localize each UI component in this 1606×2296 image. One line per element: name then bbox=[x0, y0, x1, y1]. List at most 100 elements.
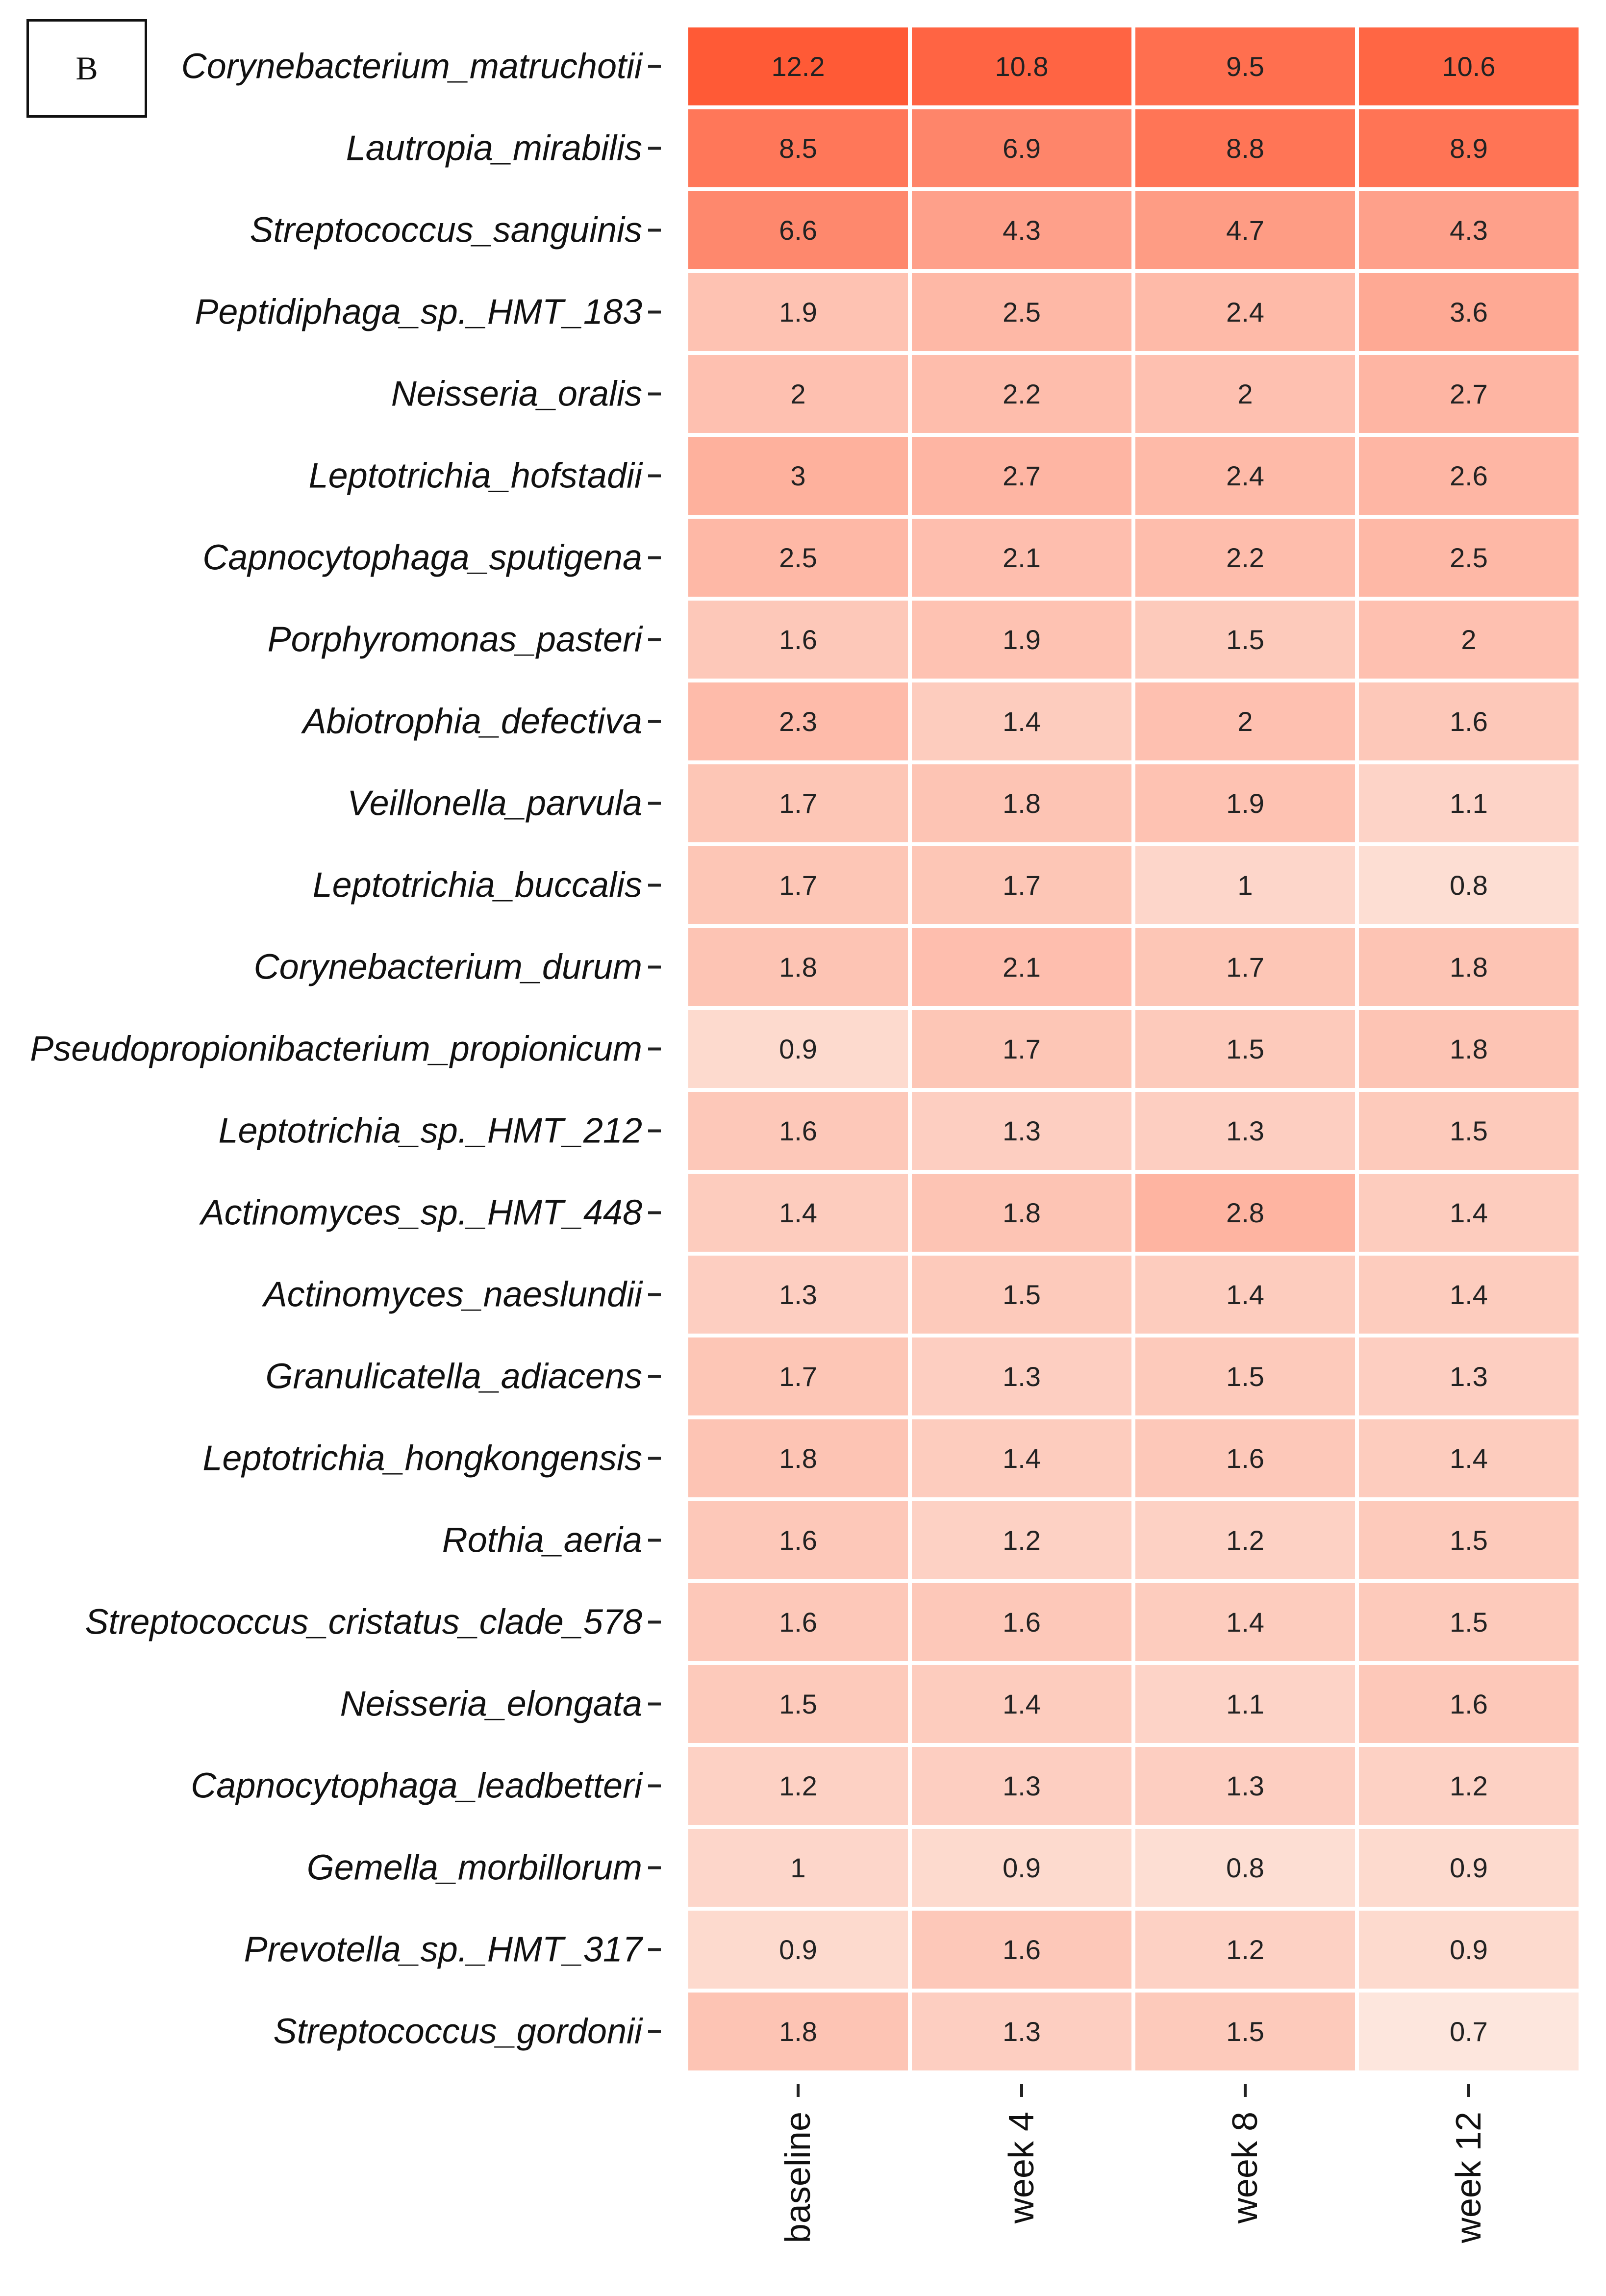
cell-value-label: 2 bbox=[790, 378, 805, 409]
row-label: Streptococcus_sanguinis bbox=[250, 211, 642, 250]
heatmap-cell bbox=[912, 928, 1131, 1006]
row-label: Abiotrophia_defectiva bbox=[301, 702, 642, 741]
cell-value-label: 1.6 bbox=[779, 1115, 817, 1146]
row-label: Corynebacterium_durum bbox=[254, 948, 642, 987]
heatmap-cell bbox=[912, 764, 1131, 842]
cell-value-label: 1.4 bbox=[1003, 1443, 1041, 1474]
cell-value-label: 1.4 bbox=[1226, 1607, 1264, 1638]
cell-value-label: 2 bbox=[1237, 378, 1253, 409]
cell-value-label: 1.6 bbox=[1226, 1443, 1264, 1474]
cell-value-label: 2.5 bbox=[779, 542, 817, 573]
row-label: Actinomyces_sp._HMT_448 bbox=[199, 1193, 642, 1233]
heatmap-cell bbox=[1359, 764, 1579, 842]
cell-value-label: 1.3 bbox=[1003, 1115, 1041, 1146]
heatmap-cell bbox=[912, 355, 1131, 433]
heatmap-cell bbox=[688, 1747, 908, 1825]
heatmap-cell bbox=[1135, 601, 1355, 679]
cell-value-label: 1.3 bbox=[1226, 1770, 1264, 1801]
heatmap-cell bbox=[1135, 1501, 1355, 1579]
row-label: Leptotrichia_hongkongensis bbox=[202, 1439, 642, 1478]
cell-value-label: 1.4 bbox=[1003, 1689, 1041, 1719]
heatmap-cell bbox=[688, 519, 908, 597]
cell-value-label: 8.8 bbox=[1226, 133, 1264, 164]
cell-value-label: 12.2 bbox=[772, 51, 825, 82]
cell-value-label: 1.1 bbox=[1450, 788, 1488, 819]
cell-value-label: 2.3 bbox=[779, 706, 817, 737]
cell-value-label: 1.5 bbox=[1450, 1525, 1488, 1556]
heatmap-cell bbox=[688, 191, 908, 269]
row-labels: Corynebacterium_matruchotii Lautropia_mir… bbox=[30, 47, 661, 2051]
cell-value-label: 2.7 bbox=[1450, 378, 1488, 409]
heatmap-cell bbox=[1359, 1911, 1579, 1989]
heatmap-cell bbox=[688, 1419, 908, 1497]
heatmap-cell bbox=[912, 437, 1131, 515]
heatmap-cell bbox=[688, 1337, 908, 1415]
heatmap-cell bbox=[688, 1174, 908, 1252]
heatmap-cell bbox=[688, 928, 908, 1006]
heatmap-cell bbox=[688, 846, 908, 924]
row-label: Granulicatella_adiacens bbox=[266, 1357, 642, 1396]
column-labels: baseline week 4 week 8 week 12 bbox=[778, 2084, 1488, 2244]
cell-value-label: 0.9 bbox=[1003, 1852, 1041, 1883]
heatmap-cell bbox=[688, 1256, 908, 1334]
cell-value-label: 3.6 bbox=[1450, 297, 1488, 328]
cell-value-label: 6.9 bbox=[1003, 133, 1041, 164]
heatmap-cell bbox=[688, 273, 908, 351]
cell-value-label: 1.7 bbox=[1226, 952, 1264, 983]
cell-value-label: 1 bbox=[790, 1852, 805, 1883]
cell-value-label: 1.4 bbox=[1450, 1279, 1488, 1310]
heatmap-cell bbox=[1135, 1583, 1355, 1661]
heatmap-cell bbox=[688, 437, 908, 515]
cell-value-label: 1.6 bbox=[1003, 1934, 1041, 1965]
cell-value-label: 2.6 bbox=[1450, 460, 1488, 491]
heatmap-cell bbox=[912, 519, 1131, 597]
heatmap-cell bbox=[1359, 682, 1579, 760]
heatmap-cell bbox=[1359, 1665, 1579, 1743]
cell-value-label: 2.1 bbox=[1003, 952, 1041, 983]
heatmap-cell bbox=[1135, 1337, 1355, 1415]
cell-value-label: 8.9 bbox=[1450, 133, 1488, 164]
panel-label: B bbox=[75, 50, 98, 87]
heatmap-cell bbox=[1135, 191, 1355, 269]
cell-value-label: 2.4 bbox=[1226, 297, 1264, 328]
heatmap-cell bbox=[1135, 1829, 1355, 1907]
heatmap-cell bbox=[1135, 1419, 1355, 1497]
cell-value-label: 1.2 bbox=[1003, 1525, 1041, 1556]
cell-value-label: 2.4 bbox=[1226, 460, 1264, 491]
heatmap-cell bbox=[1135, 1665, 1355, 1743]
heatmap-cell bbox=[688, 1829, 908, 1907]
row-label: Lautropia_mirabilis bbox=[346, 129, 642, 168]
cell-value-label: 0.7 bbox=[1450, 2016, 1488, 2047]
heatmap-cell bbox=[912, 601, 1131, 679]
cell-value-label: 1.7 bbox=[779, 1361, 817, 1392]
heatmap-cell bbox=[1359, 191, 1579, 269]
cell-value-label: 1.8 bbox=[779, 1443, 817, 1474]
heatmap-cell bbox=[1359, 1010, 1579, 1088]
heatmap-cell bbox=[1135, 1174, 1355, 1252]
cell-value-label: 2 bbox=[1461, 624, 1476, 655]
heatmap-cell bbox=[1359, 928, 1579, 1006]
cell-value-label: 2.2 bbox=[1003, 378, 1041, 409]
column-label: week 8 bbox=[1226, 2112, 1265, 2224]
heatmap-cell bbox=[912, 1419, 1131, 1497]
cell-value-label: 1.5 bbox=[1450, 1115, 1488, 1146]
heatmap-cell bbox=[688, 1993, 908, 2070]
heatmap-cell bbox=[1359, 1993, 1579, 2070]
cell-value-label: 2.2 bbox=[1226, 542, 1264, 573]
column-label: baseline bbox=[778, 2112, 818, 2243]
cell-value-label: 1.5 bbox=[1226, 1361, 1264, 1392]
cell-value-label: 1.4 bbox=[1450, 1443, 1488, 1474]
cell-value-label: 8.5 bbox=[779, 133, 817, 164]
heatmap-cell bbox=[688, 1583, 908, 1661]
cell-value-label: 1.8 bbox=[1450, 952, 1488, 983]
cell-value-label: 1.5 bbox=[1226, 2016, 1264, 2047]
cell-value-label: 1.6 bbox=[1003, 1607, 1041, 1638]
cell-value-label: 1.8 bbox=[779, 952, 817, 983]
cell-value-label: 1.8 bbox=[1003, 1197, 1041, 1228]
heatmap-cell bbox=[912, 27, 1131, 105]
heatmap-cell bbox=[1359, 846, 1579, 924]
cell-value-label: 1.8 bbox=[779, 2016, 817, 2047]
cell-value-label: 1.4 bbox=[779, 1197, 817, 1228]
row-label: Peptidiphaga_sp._HMT_183 bbox=[195, 293, 642, 332]
